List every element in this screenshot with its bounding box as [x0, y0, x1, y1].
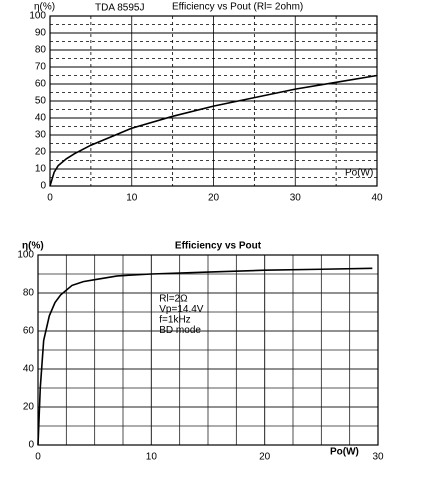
x-tick-label: 20 — [259, 452, 271, 463]
y-tick-label: 80 — [23, 288, 35, 299]
y-tick-label: 60 — [23, 326, 35, 337]
annotation: f=1kHz — [159, 314, 190, 325]
x-tick-label: 30 — [372, 452, 384, 463]
x-tick-label: 10 — [146, 452, 158, 463]
y-axis-label: η(%) — [22, 241, 44, 252]
annotation: Rl=2Ω — [159, 293, 188, 304]
y-axis-label: η(%) — [34, 2, 55, 13]
y-tick-label: 10 — [35, 164, 47, 175]
y-tick-label: 90 — [35, 28, 47, 39]
x-tick-label: 30 — [290, 193, 302, 204]
y-tick-label: 60 — [35, 79, 47, 90]
y-tick-label: 0 — [28, 440, 34, 451]
y-tick-label: 20 — [35, 147, 47, 158]
chart-title: Efficiency vs Pout (Rl= 2ohm) — [172, 2, 303, 13]
y-tick-label: 70 — [35, 62, 47, 73]
chart-title: Efficiency vs Pout — [175, 241, 262, 252]
chart-subtitle: TDA 8595J — [95, 3, 144, 14]
x-tick-label: 20 — [208, 193, 220, 204]
line — [49, 74, 378, 187]
x-tick-label: 0 — [35, 452, 41, 463]
annotation: BD mode — [159, 325, 201, 336]
x-tick-label: 40 — [371, 193, 383, 204]
y-tick-label: 40 — [35, 113, 47, 124]
x-axis-label: Po(W) — [330, 447, 359, 458]
y-tick-label: 100 — [29, 11, 46, 22]
y-tick-label: 20 — [23, 402, 35, 413]
y-tick-label: 30 — [35, 130, 47, 141]
x-tick-label: 0 — [47, 193, 53, 204]
y-tick-label: 50 — [35, 96, 47, 107]
y-tick-label: 100 — [17, 250, 34, 261]
x-axis-label: Po(W) — [345, 168, 373, 179]
y-tick-label: 0 — [40, 181, 46, 192]
annotation: Vp=14.4V — [159, 304, 204, 315]
y-tick-label: 40 — [23, 364, 35, 375]
plot-frame — [37, 254, 379, 446]
plot-frame — [49, 15, 378, 187]
y-tick-label: 80 — [35, 45, 47, 56]
line — [37, 267, 373, 446]
x-tick-label: 10 — [126, 193, 138, 204]
